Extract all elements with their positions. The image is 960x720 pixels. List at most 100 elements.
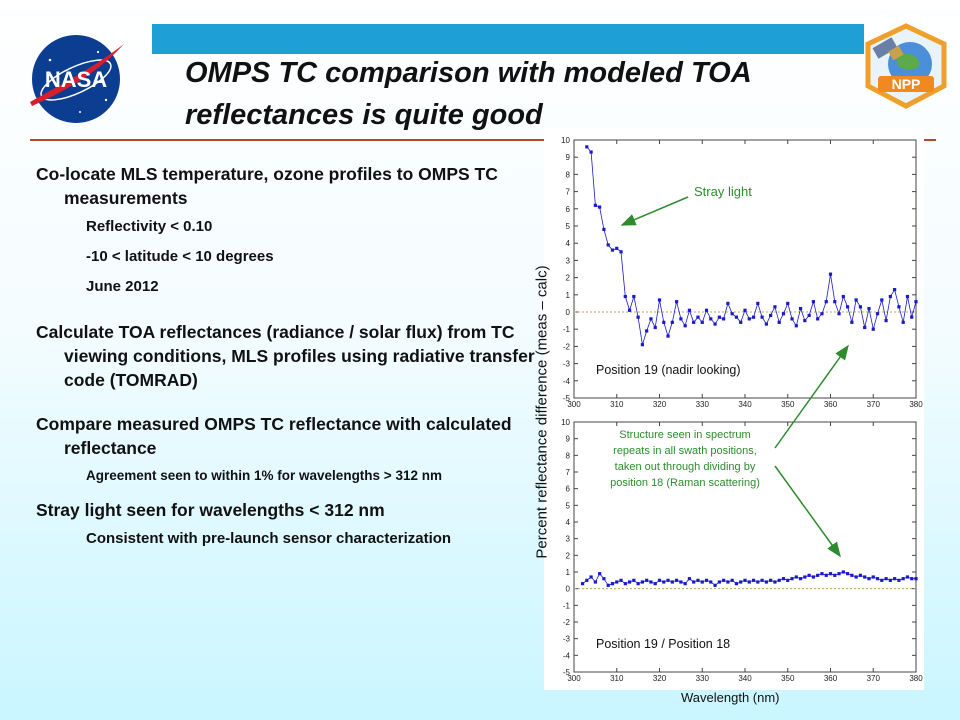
y-tick-label: 3: [566, 256, 571, 265]
data-point: [794, 575, 798, 579]
data-point: [875, 577, 880, 581]
data-point: [726, 301, 730, 305]
x-tick-label: 330: [696, 400, 710, 409]
x-axis-label: Wavelength (nm): [681, 690, 780, 705]
data-point: [884, 319, 888, 323]
data-point: [700, 580, 704, 584]
data-point: [598, 205, 602, 209]
data-point: [645, 578, 649, 582]
data-point: [854, 298, 858, 302]
data-point: [717, 315, 721, 319]
y-tick-label: 8: [566, 451, 571, 460]
data-point: [871, 327, 875, 331]
data-point: [773, 580, 777, 584]
data-point: [649, 580, 653, 584]
bullet-colocate: Co-locate MLS temperature, ozone profile…: [36, 164, 498, 208]
slide-title: OMPS TC comparison with modeled TOA refl…: [185, 57, 751, 131]
data-point: [627, 580, 632, 584]
data-point: [606, 583, 610, 587]
data-point: [675, 300, 679, 304]
data-point: [662, 320, 666, 324]
data-point: [734, 315, 739, 319]
structure-arrow-up: [774, 344, 849, 449]
y-tick-label: 7: [566, 188, 571, 197]
bullet-compare: Compare measured OMPS TC reflectance wit…: [36, 414, 512, 458]
data-point: [683, 582, 687, 586]
data-point: [905, 575, 910, 579]
data-point: [824, 573, 828, 577]
data-point: [747, 580, 751, 584]
data-point: [794, 324, 798, 328]
data-point: [880, 578, 884, 582]
x-tick-label: 310: [610, 400, 624, 409]
data-point: [743, 308, 747, 312]
data-point: [833, 300, 837, 304]
data-point: [636, 315, 640, 319]
data-point: [610, 582, 615, 586]
data-point: [709, 580, 713, 584]
data-point: [692, 320, 696, 324]
data-point: [798, 577, 803, 581]
sub-bullet-agreement: Agreement seen to within 1% for waveleng…: [86, 468, 442, 483]
data-point: [811, 575, 815, 579]
data-point: [627, 308, 632, 312]
data-point: [798, 306, 803, 311]
data-point: [700, 320, 704, 324]
data-point: [837, 312, 841, 316]
x-tick-label: 350: [781, 674, 795, 683]
data-point: [764, 580, 768, 584]
data-point: [636, 582, 640, 586]
data-point: [850, 320, 854, 324]
data-point: [713, 322, 717, 326]
x-tick-label: 360: [824, 674, 838, 683]
data-point: [653, 582, 657, 586]
data-point: [593, 203, 597, 207]
data-point: [846, 305, 850, 309]
data-point: [657, 578, 662, 582]
data-point: [683, 324, 687, 328]
data-point: [606, 243, 610, 247]
position-label: Position 19 / Position 18: [596, 637, 730, 651]
data-point: [734, 582, 739, 586]
data-point: [769, 313, 773, 318]
svg-text:NASA: NASA: [45, 67, 107, 92]
data-point: [602, 577, 606, 581]
y-tick-label: 4: [566, 518, 571, 527]
chart-position-19-over-18: -5 -4 -3 -2 -1 0 1 2 3 4 5 6 7 8 9 10 300 310 320 330 340 350…: [561, 418, 923, 683]
data-point: [640, 580, 644, 584]
data-point: [615, 580, 619, 584]
data-point: [764, 322, 768, 326]
x-tick-label: 300: [567, 400, 581, 409]
npp-logo: NPP: [865, 23, 947, 109]
data-point: [580, 582, 585, 586]
data-point: [884, 577, 888, 581]
x-tick-label: 310: [610, 674, 624, 683]
data-point: [867, 577, 871, 581]
data-point: [910, 577, 914, 581]
data-point: [722, 578, 726, 582]
data-point: [709, 317, 713, 321]
data-point: [786, 578, 790, 582]
bullet-stray-light: Stray light seen for wavelengths < 312 n…: [36, 500, 385, 520]
stray-light-annotation: Stray light: [694, 184, 752, 199]
x-tick-label: 320: [653, 400, 667, 409]
data-point: [704, 578, 709, 582]
x-tick-label: 370: [867, 400, 881, 409]
y-tick-label: 6: [566, 485, 571, 494]
data-point: [867, 306, 871, 311]
data-point: [747, 317, 751, 321]
data-point: [739, 320, 743, 324]
y-tick-label: 0: [566, 308, 571, 317]
data-point: [905, 294, 910, 299]
data-point: [773, 305, 777, 309]
x-tick-label: 340: [738, 674, 752, 683]
x-tick-label: 330: [696, 674, 710, 683]
chart-position-19: -5 -4 -3 -2 -1 0 1 2 3 4 5 6 7 8 9 10 300 310 320 330 340 350…: [561, 136, 923, 409]
y-tick-label: 2: [566, 274, 571, 283]
position-label: Position 19 (nadir looking): [596, 363, 741, 377]
stray-light-arrow: [620, 196, 689, 226]
data-point: [777, 578, 781, 582]
data-point: [816, 573, 820, 577]
data-point: [687, 577, 692, 581]
data-point: [632, 294, 636, 299]
